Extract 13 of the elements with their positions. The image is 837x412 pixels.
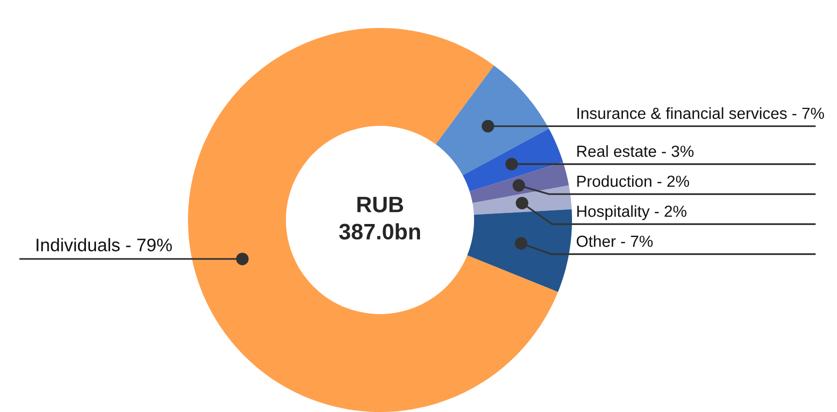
donut-slice bbox=[470, 162, 569, 204]
slice-label: Other - 7% bbox=[576, 235, 653, 247]
slice-label: Hospitality - 2% bbox=[577, 205, 686, 220]
donut-slice bbox=[462, 128, 564, 192]
text: RUB 387.0bn bbox=[339, 196, 420, 240]
slice-label: Real estate - 3% bbox=[577, 145, 694, 157]
donut-slice bbox=[472, 185, 572, 215]
slice-label: Individuals - 79% bbox=[36, 238, 172, 252]
slice-label: Insurance & financial services - 7% bbox=[577, 107, 824, 119]
donut-slice bbox=[436, 65, 549, 176]
donut-slice bbox=[467, 209, 572, 292]
donut-slice bbox=[188, 28, 558, 412]
slice-label: Production - 2% bbox=[577, 175, 690, 187]
